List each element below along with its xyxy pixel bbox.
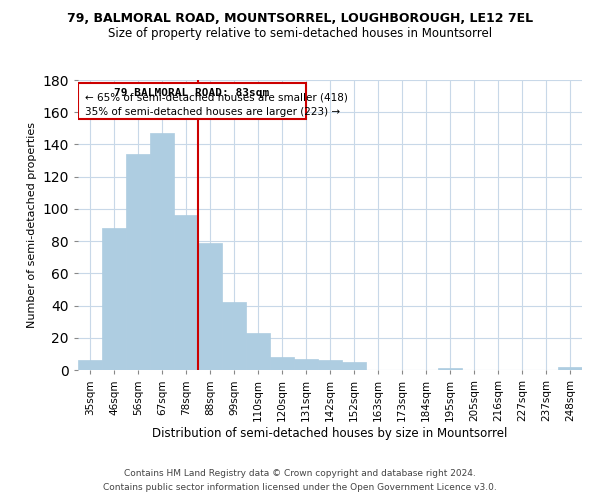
FancyBboxPatch shape — [78, 83, 306, 118]
Bar — [318, 360, 342, 370]
Text: Contains public sector information licensed under the Open Government Licence v3: Contains public sector information licen… — [103, 484, 497, 492]
Bar — [246, 333, 270, 370]
Y-axis label: Number of semi-detached properties: Number of semi-detached properties — [27, 122, 37, 328]
Text: 79, BALMORAL ROAD, MOUNTSORREL, LOUGHBOROUGH, LE12 7EL: 79, BALMORAL ROAD, MOUNTSORREL, LOUGHBOR… — [67, 12, 533, 26]
Bar — [126, 154, 150, 370]
Bar — [270, 357, 294, 370]
Bar — [438, 368, 462, 370]
Bar — [102, 228, 126, 370]
Bar — [174, 216, 198, 370]
X-axis label: Distribution of semi-detached houses by size in Mountsorrel: Distribution of semi-detached houses by … — [152, 426, 508, 440]
Text: Size of property relative to semi-detached houses in Mountsorrel: Size of property relative to semi-detach… — [108, 28, 492, 40]
Text: Contains HM Land Registry data © Crown copyright and database right 2024.: Contains HM Land Registry data © Crown c… — [124, 468, 476, 477]
Bar — [294, 358, 318, 370]
Bar — [198, 242, 222, 370]
Bar — [78, 360, 102, 370]
Bar — [222, 302, 246, 370]
Bar — [150, 133, 174, 370]
Text: 35% of semi-detached houses are larger (223) →: 35% of semi-detached houses are larger (… — [85, 107, 340, 117]
Text: 79 BALMORAL ROAD: 83sqm: 79 BALMORAL ROAD: 83sqm — [115, 88, 269, 98]
Bar — [342, 362, 366, 370]
Bar — [558, 367, 582, 370]
Text: ← 65% of semi-detached houses are smaller (418): ← 65% of semi-detached houses are smalle… — [85, 92, 348, 102]
